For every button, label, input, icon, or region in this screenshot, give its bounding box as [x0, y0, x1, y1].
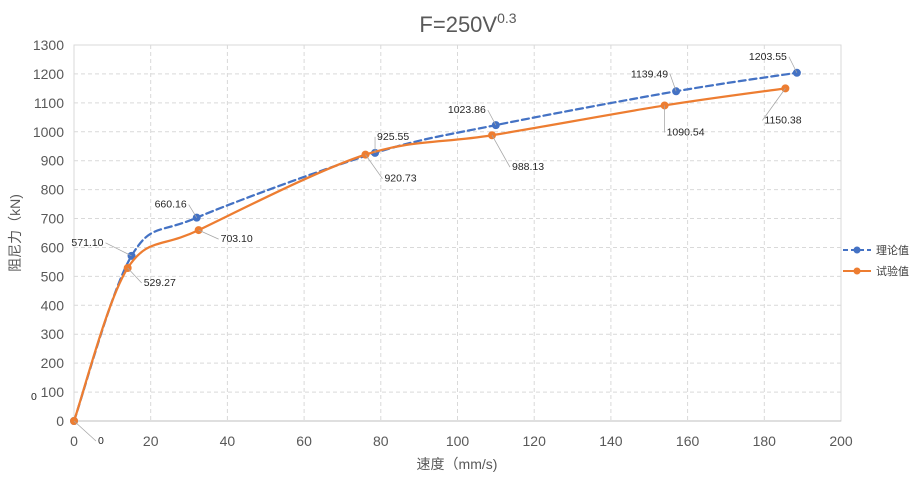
data-label-s2-2: 529.27 — [144, 277, 176, 289]
chart-title: F=250V0.3 — [419, 10, 516, 37]
chart-title-main: F=250V — [419, 12, 497, 37]
data-label-s2-4: 920.73 — [384, 173, 416, 185]
legend-label-1: 理论值 — [876, 243, 909, 257]
x-tick-label: 20 — [143, 433, 159, 449]
label-leader-line — [105, 242, 132, 257]
x-tick-label: 80 — [373, 433, 389, 449]
y-tick-label: 800 — [41, 182, 65, 198]
label-leader-line — [188, 204, 198, 218]
y-tick-label: 300 — [41, 326, 65, 342]
x-tick-label: 180 — [753, 433, 777, 449]
data-label-s2-7: 1150.38 — [764, 114, 801, 126]
data-label-s1-4: 925.55 — [377, 131, 409, 143]
data-label-s2-6: 1090.54 — [667, 126, 705, 138]
label-leader-line — [73, 420, 97, 442]
data-label-s1-1: 0 — [31, 391, 37, 403]
y-tick-label: 1300 — [33, 37, 64, 53]
x-axis-title: 速度（mm/s) — [417, 456, 498, 472]
label-leader-line — [762, 88, 786, 121]
data-label-s1-6: 1139.49 — [631, 68, 668, 80]
x-tick-label: 100 — [446, 433, 470, 449]
x-tick-label: 160 — [676, 433, 700, 449]
y-tick-label: 700 — [41, 211, 65, 227]
data-labels: 0 571.10 660.16 925.55 1023.86 1139.49 1203.55… — [31, 51, 802, 447]
axes: 0100200300400500600700800900100011001200… — [33, 37, 853, 449]
data-label-s2-5: 988.13 — [512, 161, 544, 173]
data-label-s2-3: 703.10 — [221, 233, 253, 245]
label-leader-line — [487, 109, 497, 126]
data-label-s1-7: 1203.55 — [749, 51, 787, 63]
data-label-s1-2: 571.10 — [71, 237, 103, 249]
label-leader-line — [365, 154, 383, 179]
y-tick-label: 400 — [41, 297, 65, 313]
x-tick-label: 120 — [523, 433, 547, 449]
x-tick-label: 200 — [829, 433, 853, 449]
data-label-s2-1: 0 — [98, 435, 104, 447]
x-tick-label: 140 — [599, 433, 623, 449]
y-axis-title: 阻尼力（kN) — [7, 194, 23, 272]
data-label-s1-3: 660.16 — [155, 199, 187, 211]
y-tick-label: 1000 — [33, 124, 64, 140]
y-tick-label: 1100 — [34, 95, 64, 111]
y-tick-label: 100 — [41, 384, 65, 400]
y-tick-label: 0 — [56, 413, 64, 429]
y-tick-label: 900 — [41, 153, 65, 169]
legend-swatch-marker-1 — [853, 246, 861, 254]
chart-title-superscript: 0.3 — [497, 10, 517, 26]
label-leader-line — [491, 135, 511, 168]
x-tick-label: 0 — [70, 433, 78, 449]
y-tick-label: 1200 — [33, 66, 64, 82]
label-leader-line — [198, 229, 219, 240]
data-label-s1-5: 1023.86 — [448, 104, 486, 116]
legend-swatch-marker-2 — [853, 267, 861, 275]
label-leader-line — [127, 267, 142, 284]
y-tick-label: 200 — [41, 355, 65, 371]
legend-label-2: 试验值 — [876, 264, 909, 278]
y-tick-label: 600 — [41, 239, 65, 255]
gridlines — [74, 44, 841, 421]
x-tick-label: 60 — [296, 433, 312, 449]
label-leader-line — [669, 74, 677, 92]
x-tick-label: 40 — [220, 433, 236, 449]
y-tick-label: 500 — [41, 268, 65, 284]
label-leader-line — [788, 56, 798, 73]
